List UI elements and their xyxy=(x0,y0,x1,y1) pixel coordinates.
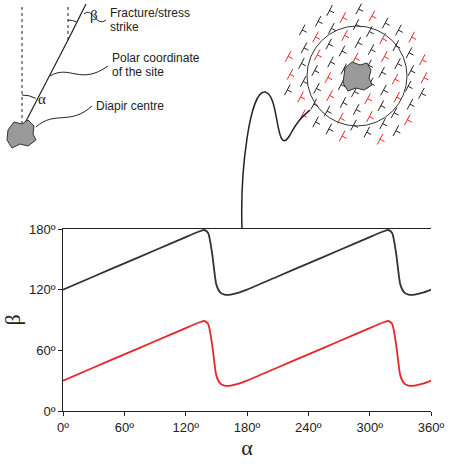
svg-text:120º: 120º xyxy=(172,420,199,435)
svg-text:360º: 360º xyxy=(418,420,445,435)
svg-text:180º: 180º xyxy=(29,222,56,237)
svg-text:60º: 60º xyxy=(36,343,55,358)
svg-text:β: β xyxy=(0,314,25,325)
svg-text:0º: 0º xyxy=(43,404,55,419)
svg-text:α: α xyxy=(38,91,46,107)
svg-text:60º: 60º xyxy=(115,420,134,435)
svg-text:Polar coordinateof the site: Polar coordinateof the site xyxy=(112,51,200,79)
svg-text:β: β xyxy=(90,7,98,23)
svg-text:240º: 240º xyxy=(295,420,322,435)
svg-text:180º: 180º xyxy=(234,420,261,435)
svg-text:300º: 300º xyxy=(356,420,383,435)
svg-text:α: α xyxy=(241,435,253,460)
svg-text:120º: 120º xyxy=(29,282,56,297)
svg-text:Diapir centre: Diapir centre xyxy=(96,99,164,113)
svg-text:Fracture/stressstrike: Fracture/stressstrike xyxy=(110,6,190,34)
svg-text:0º: 0º xyxy=(57,420,69,435)
